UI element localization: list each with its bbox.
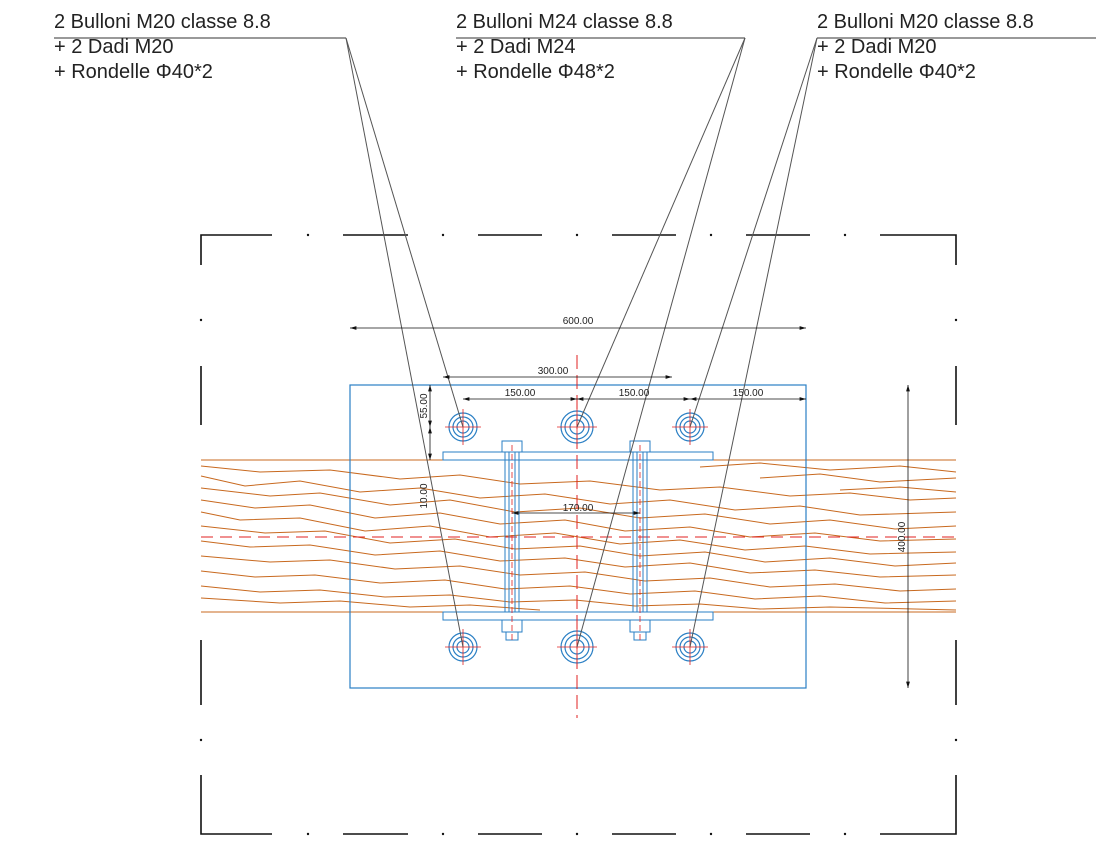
timber-beam: [200, 459, 957, 613]
callout-middle-washers: + Rondelle Φ48*2: [456, 61, 615, 83]
dim-bolt-span: 300.00: [538, 366, 569, 377]
dim-spacing-left: 150.00: [505, 388, 536, 399]
dim-overall-width: 600.00: [563, 316, 594, 327]
callout-left-nuts: + 2 Dadi M20: [54, 36, 174, 58]
leader-lines: [345, 37, 818, 648]
callout-left-washers: + Rondelle Φ40*2: [54, 61, 213, 83]
threaded-rod-left: [501, 440, 523, 641]
dim-spacing-right: 150.00: [733, 388, 764, 399]
outer-frame: [200, 234, 957, 835]
dim-rod-spacing: 170.00: [563, 503, 594, 514]
callout-middle: 2 Bulloni M24 classe 8.8 + 2 Dadi M24 + …: [456, 10, 673, 85]
dim-spacing-mid: 150.00: [619, 388, 650, 399]
callout-right-nuts: + 2 Dadi M20: [817, 36, 937, 58]
frame-dots: [199, 233, 958, 836]
callout-right: 2 Bulloni M20 classe 8.8 + 2 Dadi M20 + …: [817, 10, 1034, 85]
dimension-lines: [350, 326, 910, 688]
callout-right-washers: + Rondelle Φ40*2: [817, 61, 976, 83]
callout-left-title: 2 Bulloni M20 classe 8.8: [54, 11, 271, 33]
callout-middle-title: 2 Bulloni M24 classe 8.8: [456, 11, 673, 33]
callout-right-title: 2 Bulloni M20 classe 8.8: [817, 11, 1034, 33]
clamp-bars: [442, 451, 714, 621]
dim-gap: 10.00: [419, 483, 430, 508]
callout-middle-nuts: + 2 Dadi M24: [456, 36, 576, 58]
dim-edge-top: 55.00: [419, 393, 430, 418]
threaded-rod-right: [629, 440, 651, 641]
callout-left: 2 Bulloni M20 classe 8.8 + 2 Dadi M20 + …: [54, 10, 271, 85]
dim-plate-height: 400.00: [897, 521, 908, 552]
